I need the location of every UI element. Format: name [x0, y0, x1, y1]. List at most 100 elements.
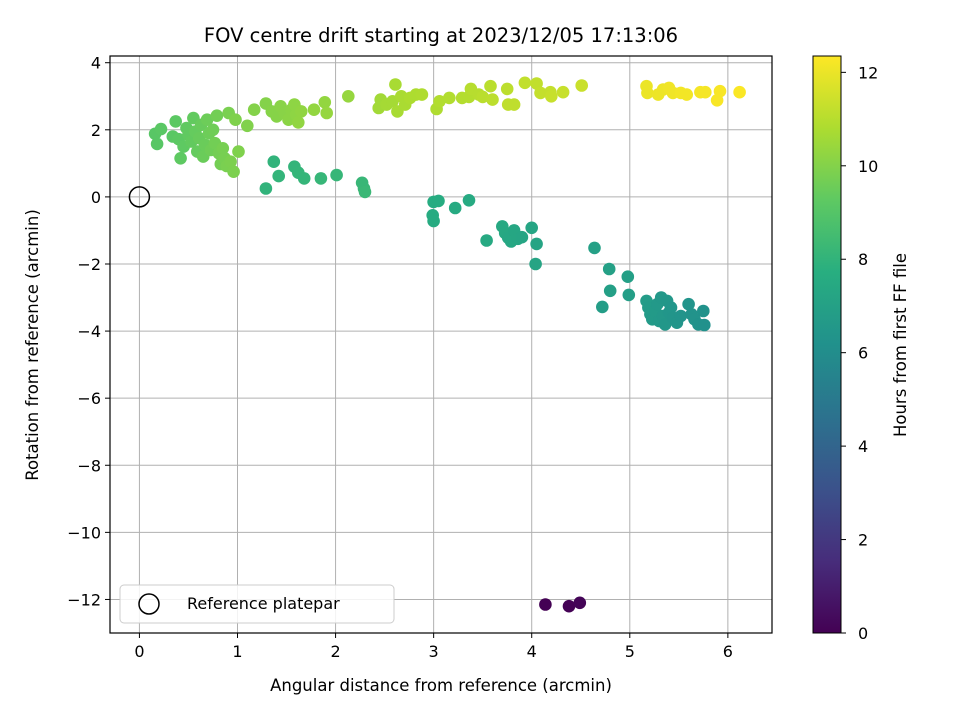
data-point [698, 318, 711, 332]
data-point [530, 237, 543, 251]
data-point [210, 109, 224, 122]
data-point [206, 123, 220, 137]
data-point [432, 194, 445, 208]
data-point [596, 300, 609, 314]
data-point [556, 85, 570, 99]
data-point [680, 88, 693, 101]
data-point [573, 596, 587, 610]
reference-marker [128, 186, 151, 208]
colorbar-tick-label: 2 [858, 531, 868, 550]
data-point [486, 93, 499, 106]
y-tick-label: −12 [67, 590, 101, 609]
data-point [699, 85, 712, 99]
colorbar-tick-label: 10 [858, 157, 878, 176]
data-point [174, 152, 187, 165]
colorbar-ticks: 0 2 4 6 8 10 12 [841, 63, 878, 643]
legend: Reference platepar [119, 584, 395, 624]
x-tick-label: 4 [527, 642, 537, 661]
x-tick-label: 5 [625, 642, 635, 661]
chart-title: FOV centre drift starting at 2023/12/05 … [204, 24, 678, 47]
plot-frame [109, 55, 773, 634]
y-tick-label: −8 [77, 456, 101, 475]
data-point [320, 106, 334, 120]
data-point [330, 168, 343, 182]
data-point [476, 90, 490, 104]
data-point [621, 270, 635, 284]
colorbar: 0 2 4 6 8 10 12 Hours from first FF file [812, 55, 910, 643]
data-point [224, 155, 237, 168]
data-point [433, 95, 446, 108]
x-tick-label: 6 [723, 642, 733, 661]
data-point [602, 262, 616, 276]
x-tick-label: 3 [429, 642, 439, 661]
y-axis-label: Rotation from reference (arcmin) [23, 209, 42, 481]
data-point [500, 82, 514, 96]
data-point [241, 119, 254, 133]
data-point [575, 79, 588, 92]
data-point [232, 145, 245, 158]
data-point [259, 182, 273, 195]
data-point [539, 598, 552, 611]
data-point [518, 76, 532, 90]
x-axis-label: Angular distance from reference (arcmin) [270, 676, 612, 695]
legend-entry-label: Reference platepar [187, 594, 340, 613]
data-point [342, 90, 355, 103]
data-point [169, 115, 182, 128]
data-point [603, 284, 617, 298]
data-point [622, 288, 636, 302]
axis-ticks: 0 1 2 3 4 5 6 4 2 0 −2 −4 −6 −8 −10 −12 [67, 54, 733, 661]
colorbar-tick-label: 4 [858, 437, 868, 456]
data-point [713, 84, 727, 98]
data-point [216, 142, 230, 155]
data-point [314, 172, 328, 185]
y-tick-label: −10 [67, 523, 101, 542]
data-point [525, 221, 538, 235]
data-point [294, 105, 308, 118]
data-point [150, 137, 164, 151]
grid-lines [110, 56, 772, 633]
legend-marker [138, 593, 160, 615]
data-point [292, 116, 305, 129]
data-point [484, 79, 497, 93]
colorbar-tick-label: 8 [858, 250, 868, 269]
colorbar-tick-label: 0 [858, 624, 868, 643]
y-tick-label: 0 [91, 188, 101, 207]
data-point [200, 113, 214, 126]
x-tick-label: 0 [134, 642, 144, 661]
data-point [545, 90, 558, 103]
data-point [267, 155, 281, 168]
data-point [697, 304, 710, 318]
data-point [507, 98, 521, 111]
data-point [641, 86, 654, 100]
data-point [415, 88, 429, 101]
colorbar-tick-label: 12 [858, 63, 878, 82]
y-tick-label: −2 [77, 255, 101, 274]
data-point [588, 241, 601, 255]
data-point [443, 91, 456, 105]
data-point [462, 194, 476, 207]
data-point [227, 165, 240, 178]
colorbar-tick-label: 6 [858, 344, 868, 363]
data-point [358, 185, 372, 199]
data-point [529, 257, 542, 271]
y-tick-label: −6 [77, 389, 101, 408]
y-tick-label: −4 [77, 322, 101, 341]
data-points [128, 76, 746, 613]
data-point [674, 309, 688, 323]
data-point [154, 122, 168, 136]
data-point [307, 103, 321, 116]
data-point [297, 172, 311, 185]
legend-box [119, 584, 395, 624]
data-point [389, 78, 402, 91]
data-point [515, 230, 529, 244]
data-point [534, 86, 547, 100]
y-tick-label: 4 [91, 54, 101, 73]
y-tick-label: 2 [91, 121, 101, 140]
x-tick-label: 2 [330, 642, 340, 661]
data-point [480, 234, 493, 247]
colorbar-label: Hours from first FF file [891, 253, 910, 437]
data-point [733, 85, 746, 99]
data-point [562, 599, 576, 613]
data-point [448, 201, 462, 215]
